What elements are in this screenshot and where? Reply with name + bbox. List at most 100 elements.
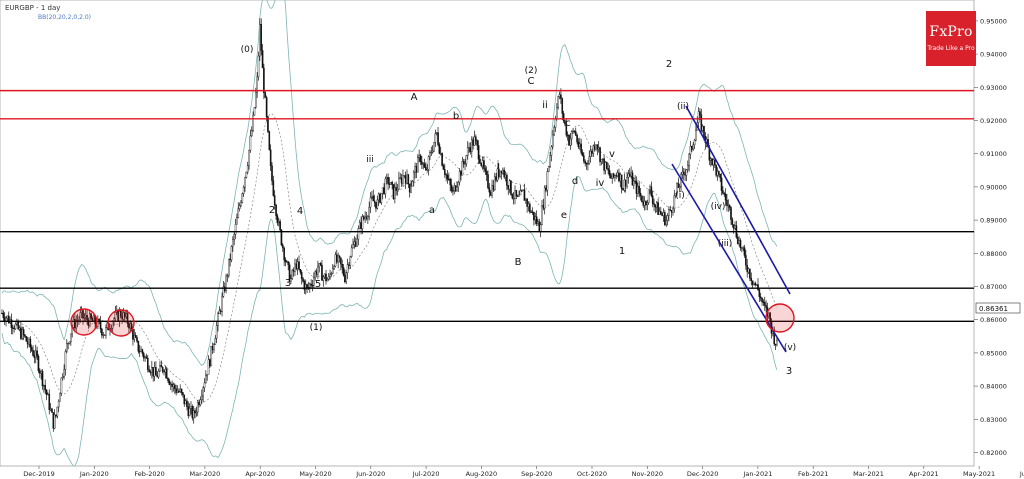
candle-body: [545, 187, 547, 191]
candle-body: [237, 208, 240, 218]
candle-body: [37, 356, 40, 372]
horizontal-levels: [0, 89, 974, 323]
candle-body: [685, 169, 688, 176]
candle-body: [566, 134, 569, 137]
candle-body: [622, 188, 624, 191]
candle-body: [229, 258, 231, 261]
candle-body: [429, 152, 431, 157]
candle-body: [588, 156, 591, 164]
candle-body: [384, 178, 387, 194]
candle-body: [402, 175, 404, 184]
candle-body: [218, 310, 221, 314]
candle-body: [52, 412, 55, 429]
candle-body: [6, 315, 9, 319]
candle-body: [499, 170, 501, 177]
candle-body: [577, 141, 580, 148]
candle-body: [249, 135, 252, 151]
candle-body: [574, 131, 577, 136]
candle-body: [79, 312, 82, 320]
candle-body: [608, 170, 611, 176]
candle-body: [39, 370, 41, 374]
candle-body: [564, 120, 566, 125]
candle-body: [634, 180, 636, 182]
candle-body: [628, 173, 631, 177]
candle-body: [180, 388, 183, 393]
candle-body: [157, 370, 160, 378]
candle-body: [322, 276, 325, 281]
wave-label: 1: [619, 246, 625, 257]
candle-body: [226, 275, 229, 277]
wave-label: e: [561, 210, 567, 221]
candle-body: [589, 150, 592, 158]
candle-body: [171, 383, 173, 387]
candle-body: [676, 183, 678, 194]
candle-body: [461, 161, 464, 176]
candle-body: [709, 158, 712, 161]
candle-body: [341, 264, 344, 268]
candle-body: [142, 353, 145, 359]
candle-body: [620, 174, 623, 189]
candle-body: [734, 225, 736, 229]
wave-label: b: [453, 111, 459, 122]
candle-body: [360, 222, 362, 229]
candle-body: [596, 144, 599, 150]
candle-body: [584, 160, 586, 164]
candle-body: [535, 216, 538, 224]
candle-body: [287, 261, 290, 265]
candle-body: [188, 408, 191, 416]
candle-body: [502, 169, 504, 174]
candle-body: [661, 213, 663, 216]
candle-body: [346, 264, 349, 273]
candle-body: [263, 67, 265, 93]
candle-body: [537, 221, 539, 224]
candle-body: [755, 284, 758, 286]
middle-band: [1, 113, 778, 403]
candle-body: [438, 144, 441, 154]
candle-body: [156, 375, 159, 378]
candle-body: [658, 211, 661, 215]
candle-body: [288, 264, 291, 282]
candle-body: [668, 209, 670, 216]
candle-body: [662, 212, 665, 216]
candle-body: [446, 174, 449, 180]
wave-label: 5: [315, 279, 321, 290]
candle-body: [70, 333, 72, 343]
candle-body: [593, 145, 596, 150]
wave-label: (2): [525, 66, 538, 76]
candle-body: [649, 186, 651, 191]
candle-body: [279, 221, 281, 231]
x-tick-label: Jan-2021: [742, 470, 772, 478]
candle-body: [441, 153, 443, 166]
candle-body: [454, 185, 457, 192]
candle-body: [145, 356, 148, 359]
time-axis[interactable]: Dec-2019 Jan-2020 Feb-2020 Mar-2020 Apr-2020…: [23, 466, 1024, 478]
candle-body: [672, 208, 674, 213]
candle-body: [587, 163, 589, 165]
candle-body: [144, 356, 146, 359]
candle-body: [642, 201, 645, 206]
x-tick-label: Jun-2020: [355, 470, 385, 478]
candle-body: [187, 406, 190, 416]
price-axis[interactable]: 0.95000 0.94000 0.93000 0.92000 0.91000 0.900…: [974, 17, 1007, 457]
candle-body: [527, 203, 530, 207]
candle-body: [687, 165, 689, 170]
candle-body: [321, 265, 323, 281]
candle-body: [751, 280, 754, 285]
candle-body: [507, 185, 510, 190]
candle-body: [299, 269, 302, 273]
candle-body: [196, 402, 199, 413]
candle-body: [612, 173, 615, 178]
x-tick-label: Mar-2021: [853, 470, 884, 478]
candle-body: [673, 195, 676, 210]
candle-body: [450, 184, 453, 191]
candle-body: [458, 171, 461, 183]
candle-body: [233, 234, 236, 241]
candle-body: [3, 317, 6, 322]
candle-body: [55, 414, 57, 417]
candle-body: [601, 158, 604, 160]
wave-label: (i): [675, 191, 685, 201]
candle-body: [277, 221, 280, 224]
candle-body: [439, 153, 442, 155]
candle-body: [53, 414, 56, 429]
candle-body: [526, 198, 528, 207]
